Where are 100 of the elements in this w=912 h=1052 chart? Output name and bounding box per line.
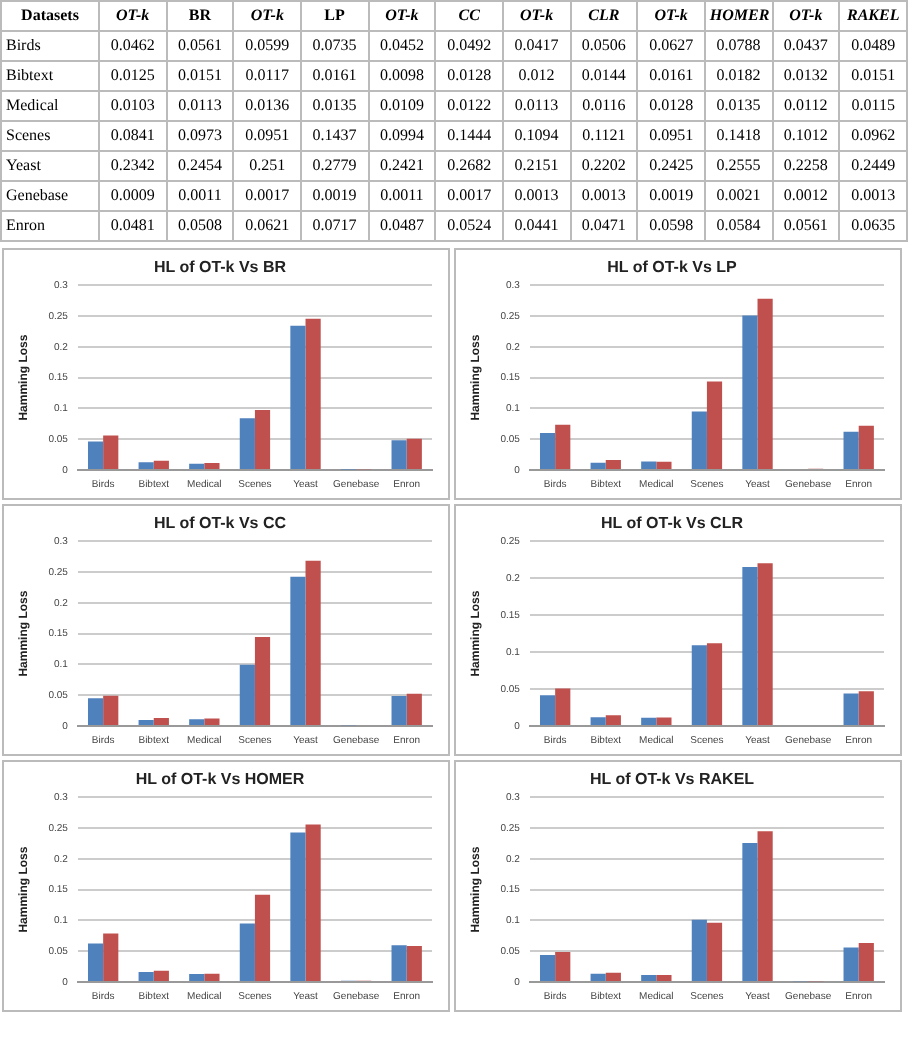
bar — [858, 691, 874, 725]
bar — [757, 831, 773, 981]
data-label: 0.0841 — [99, 121, 167, 151]
y-tick-label: Birds — [1, 31, 99, 61]
data-label: 0.0013 — [502, 181, 571, 211]
bar — [742, 315, 758, 469]
bar — [742, 842, 758, 981]
data-label: 0.2151 — [502, 151, 571, 181]
bar — [843, 431, 859, 469]
chart-title: HL of OT-k Vs BR — [153, 258, 287, 277]
x-tick-label: RAKEL — [839, 1, 907, 31]
data-label: 0.2421 — [368, 151, 436, 181]
data-label: 0.0011 — [368, 181, 436, 211]
data-label: 0.0103 — [99, 91, 167, 121]
bar — [742, 567, 758, 725]
data-label: 0.0994 — [368, 121, 436, 151]
data-label: 0.1121 — [570, 121, 638, 151]
bar — [858, 942, 874, 981]
bar — [555, 951, 571, 981]
data-label: 0.0441 — [502, 211, 571, 241]
data-label: 0.2202 — [570, 151, 638, 181]
bar — [555, 424, 571, 469]
data-label: 0.0599 — [233, 31, 301, 61]
data-label: 0.1418 — [704, 121, 773, 151]
data-label: 0.0017 — [435, 181, 503, 211]
data-label: 0.0112 — [772, 91, 840, 121]
bar — [641, 717, 657, 725]
data-label: 0.0508 — [166, 211, 234, 241]
data-label: 0.0462 — [99, 31, 167, 61]
bar — [590, 462, 606, 469]
data-label: 0.1437 — [300, 121, 369, 151]
x-tick-label: OT-k — [233, 1, 301, 31]
data-label: 0.1012 — [772, 121, 840, 151]
data-label: 0.2682 — [435, 151, 503, 181]
data-label: 0.0116 — [570, 91, 638, 121]
x-tick-label: OT-k — [772, 1, 840, 31]
x-tick-label: HOMER — [704, 1, 773, 31]
bar — [87, 943, 104, 981]
data-label: 0.0113 — [502, 91, 571, 121]
bar — [706, 643, 723, 725]
data-label: 0.0621 — [233, 211, 301, 241]
data-label: 0.0012 — [772, 181, 840, 211]
data-label: 0.2779 — [300, 151, 369, 181]
data-label: 0.0013 — [839, 181, 907, 211]
data-label: 0.0135 — [300, 91, 369, 121]
bar — [656, 974, 672, 981]
data-label: 0.0717 — [300, 211, 369, 241]
data-label: 0.0136 — [233, 91, 301, 121]
bar — [239, 418, 255, 469]
bar — [290, 325, 306, 469]
data-label: 0.0561 — [772, 211, 840, 241]
bar — [539, 433, 556, 469]
bar — [539, 695, 556, 725]
bar — [189, 463, 205, 469]
bar — [239, 923, 255, 981]
bar — [691, 919, 707, 981]
data-label: 0.2454 — [166, 151, 234, 181]
data-label: 0.0598 — [637, 211, 705, 241]
data-label: 0.0135 — [704, 91, 773, 121]
bar — [204, 973, 220, 981]
bar — [391, 696, 407, 725]
bar — [656, 717, 672, 725]
bar — [138, 972, 154, 981]
data-label: 0.0019 — [300, 181, 369, 211]
data-label: 0.012 — [502, 61, 571, 91]
y-tick-label: Bibtext — [1, 61, 99, 91]
data-label: 0.0113 — [166, 91, 234, 121]
x-tick-label: CLR — [570, 1, 638, 31]
bar — [858, 425, 874, 469]
data-label: 0.0098 — [368, 61, 436, 91]
bar — [290, 576, 306, 725]
data-label: 0.0627 — [637, 31, 705, 61]
data-label: 0.1094 — [502, 121, 571, 151]
bar — [254, 637, 271, 725]
data-label: 0.0489 — [839, 31, 907, 61]
data-label: 0.0635 — [839, 211, 907, 241]
bar — [153, 718, 169, 725]
bar — [555, 688, 571, 725]
x-tick-label: LP — [300, 1, 369, 31]
bar — [706, 381, 723, 469]
data-label: 0.0151 — [166, 61, 234, 91]
data-label: 0.0417 — [502, 31, 571, 61]
bar — [254, 410, 271, 469]
bar — [204, 463, 220, 469]
bar — [189, 719, 205, 725]
data-label: 0.0161 — [637, 61, 705, 91]
data-label: 0.0151 — [839, 61, 907, 91]
data-label: 0.0128 — [435, 61, 503, 91]
bar — [406, 693, 422, 725]
data-label: 0.0009 — [99, 181, 167, 211]
bar — [204, 718, 220, 725]
chart-title: HL of OT-k Vs CC — [153, 514, 287, 533]
bar — [757, 563, 773, 725]
bar — [539, 955, 556, 981]
bar — [87, 698, 104, 725]
bar — [641, 461, 657, 469]
x-tick-label: CC — [435, 1, 503, 31]
y-tick-label: Yeast — [1, 151, 99, 181]
bar — [691, 411, 707, 469]
bar — [239, 664, 255, 725]
